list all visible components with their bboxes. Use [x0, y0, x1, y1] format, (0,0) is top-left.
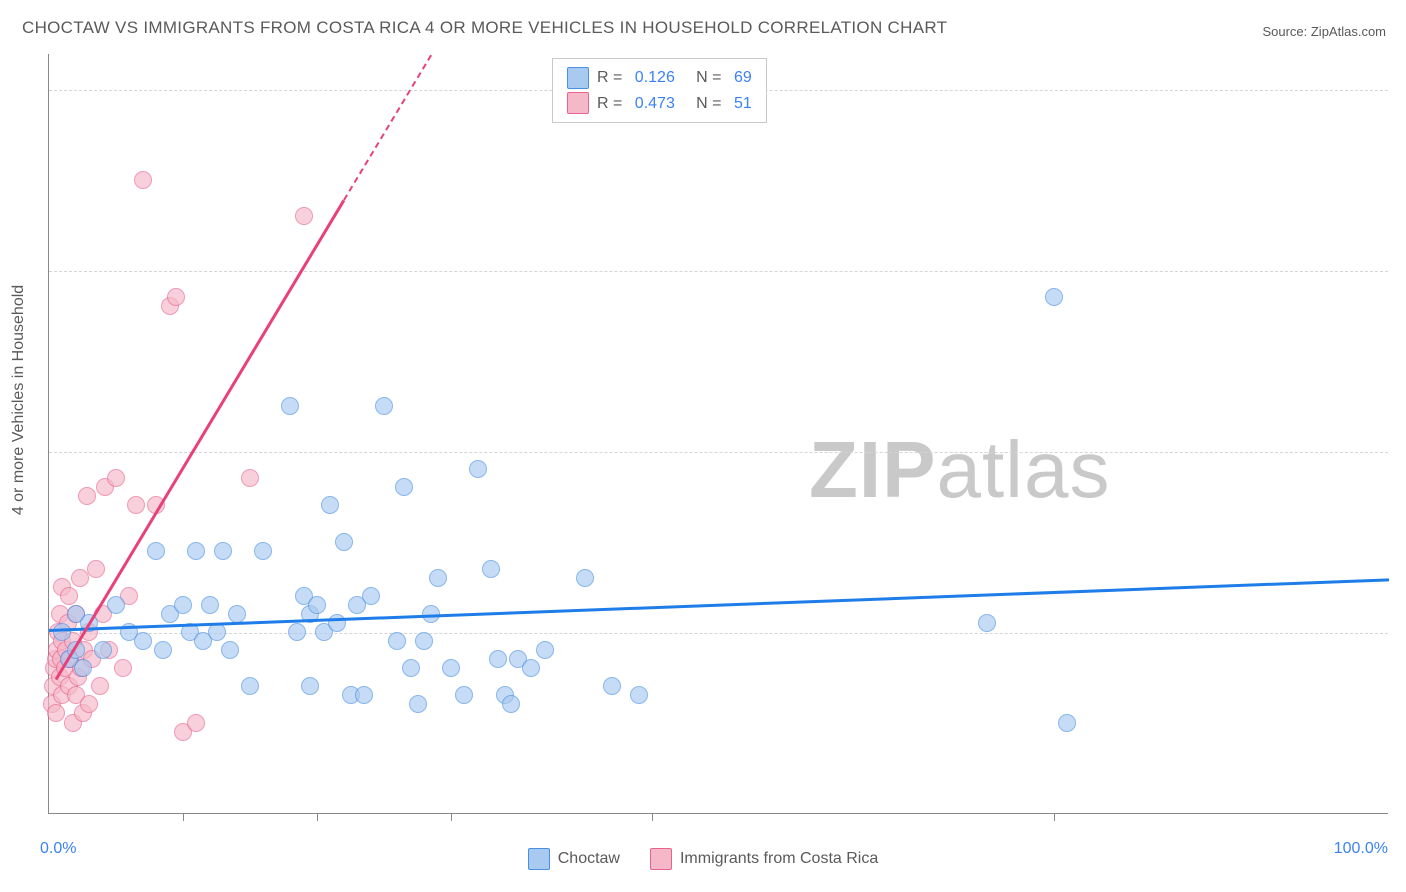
data-point-choctaw — [154, 641, 172, 659]
data-point-choctaw — [630, 686, 648, 704]
gridline — [49, 452, 1388, 453]
data-point-choctaw — [335, 533, 353, 551]
data-point-choctaw — [522, 659, 540, 677]
legend-n-value: 69 — [734, 65, 752, 91]
series-legend-label: Immigrants from Costa Rica — [680, 850, 878, 868]
data-point-choctaw — [603, 677, 621, 695]
source-attribution: Source: ZipAtlas.com — [1262, 24, 1386, 39]
data-point-costarica — [87, 560, 105, 578]
series-legend: Choctaw Immigrants from Costa Rica — [0, 848, 1406, 870]
series-legend-item: Immigrants from Costa Rica — [650, 848, 878, 870]
data-point-choctaw — [442, 659, 460, 677]
data-point-choctaw — [489, 650, 507, 668]
legend-r-value: 0.473 — [635, 91, 675, 117]
x-tick — [652, 813, 653, 821]
legend-n-value: 51 — [734, 91, 752, 117]
data-point-choctaw — [201, 596, 219, 614]
data-point-choctaw — [147, 542, 165, 560]
data-point-choctaw — [402, 659, 420, 677]
data-point-choctaw — [107, 596, 125, 614]
x-tick — [183, 813, 184, 821]
data-point-choctaw — [1045, 288, 1063, 306]
data-point-choctaw — [455, 686, 473, 704]
data-point-choctaw — [221, 641, 239, 659]
watermark: ZIPatlas — [809, 424, 1110, 516]
data-point-choctaw — [53, 623, 71, 641]
data-point-costarica — [80, 695, 98, 713]
data-point-costarica — [295, 207, 313, 225]
data-point-costarica — [241, 469, 259, 487]
data-point-choctaw — [429, 569, 447, 587]
series-legend-label: Choctaw — [558, 850, 620, 868]
legend-swatch — [567, 92, 589, 114]
x-tick — [451, 813, 452, 821]
legend-row: R = 0.126 N = 69 — [567, 65, 752, 91]
legend-swatch — [567, 67, 589, 89]
data-point-choctaw — [388, 632, 406, 650]
data-point-choctaw — [228, 605, 246, 623]
trend-line-choctaw — [49, 579, 1389, 633]
data-point-choctaw — [281, 397, 299, 415]
legend-swatch — [528, 848, 550, 870]
data-point-choctaw — [241, 677, 259, 695]
legend-r-value: 0.126 — [635, 65, 675, 91]
watermark-light: atlas — [936, 425, 1110, 514]
legend-row: R = 0.473 N = 51 — [567, 91, 752, 117]
correlation-legend: R = 0.126 N = 69R = 0.473 N = 51 — [552, 58, 767, 123]
watermark-bold: ZIP — [809, 425, 936, 514]
data-point-choctaw — [301, 677, 319, 695]
data-point-choctaw — [395, 478, 413, 496]
legend-n-label: N = — [683, 91, 726, 117]
data-point-choctaw — [187, 542, 205, 560]
data-point-choctaw — [288, 623, 306, 641]
data-point-choctaw — [321, 496, 339, 514]
data-point-costarica — [127, 496, 145, 514]
legend-r-label: R = — [597, 65, 627, 91]
data-point-choctaw — [978, 614, 996, 632]
data-point-choctaw — [1058, 714, 1076, 732]
data-point-choctaw — [94, 641, 112, 659]
data-point-choctaw — [328, 614, 346, 632]
plot-area: ZIPatlas 10.0%20.0%30.0%40.0% — [48, 54, 1388, 814]
data-point-costarica — [114, 659, 132, 677]
data-point-costarica — [167, 288, 185, 306]
data-point-choctaw — [482, 560, 500, 578]
data-point-costarica — [47, 704, 65, 722]
data-point-choctaw — [536, 641, 554, 659]
data-point-choctaw — [502, 695, 520, 713]
data-point-choctaw — [576, 569, 594, 587]
data-point-choctaw — [308, 596, 326, 614]
data-point-choctaw — [74, 659, 92, 677]
chart-title: CHOCTAW VS IMMIGRANTS FROM COSTA RICA 4 … — [22, 18, 947, 38]
y-axis-label: 4 or more Vehicles in Household — [10, 285, 28, 515]
data-point-choctaw — [254, 542, 272, 560]
legend-swatch — [650, 848, 672, 870]
data-point-costarica — [107, 469, 125, 487]
data-point-choctaw — [469, 460, 487, 478]
data-point-costarica — [78, 487, 96, 505]
x-tick — [1054, 813, 1055, 821]
gridline — [49, 271, 1388, 272]
data-point-costarica — [91, 677, 109, 695]
data-point-choctaw — [409, 695, 427, 713]
gridline — [49, 633, 1388, 634]
data-point-choctaw — [415, 632, 433, 650]
data-point-choctaw — [174, 596, 192, 614]
legend-r-label: R = — [597, 91, 627, 117]
data-point-costarica — [71, 569, 89, 587]
data-point-choctaw — [375, 397, 393, 415]
trend-line-costarica-extrapolated — [343, 54, 432, 200]
data-point-costarica — [134, 171, 152, 189]
data-point-choctaw — [214, 542, 232, 560]
data-point-choctaw — [134, 632, 152, 650]
x-tick — [317, 813, 318, 821]
data-point-choctaw — [362, 587, 380, 605]
legend-n-label: N = — [683, 65, 726, 91]
data-point-choctaw — [355, 686, 373, 704]
data-point-costarica — [187, 714, 205, 732]
data-point-costarica — [60, 587, 78, 605]
series-legend-item: Choctaw — [528, 848, 620, 870]
